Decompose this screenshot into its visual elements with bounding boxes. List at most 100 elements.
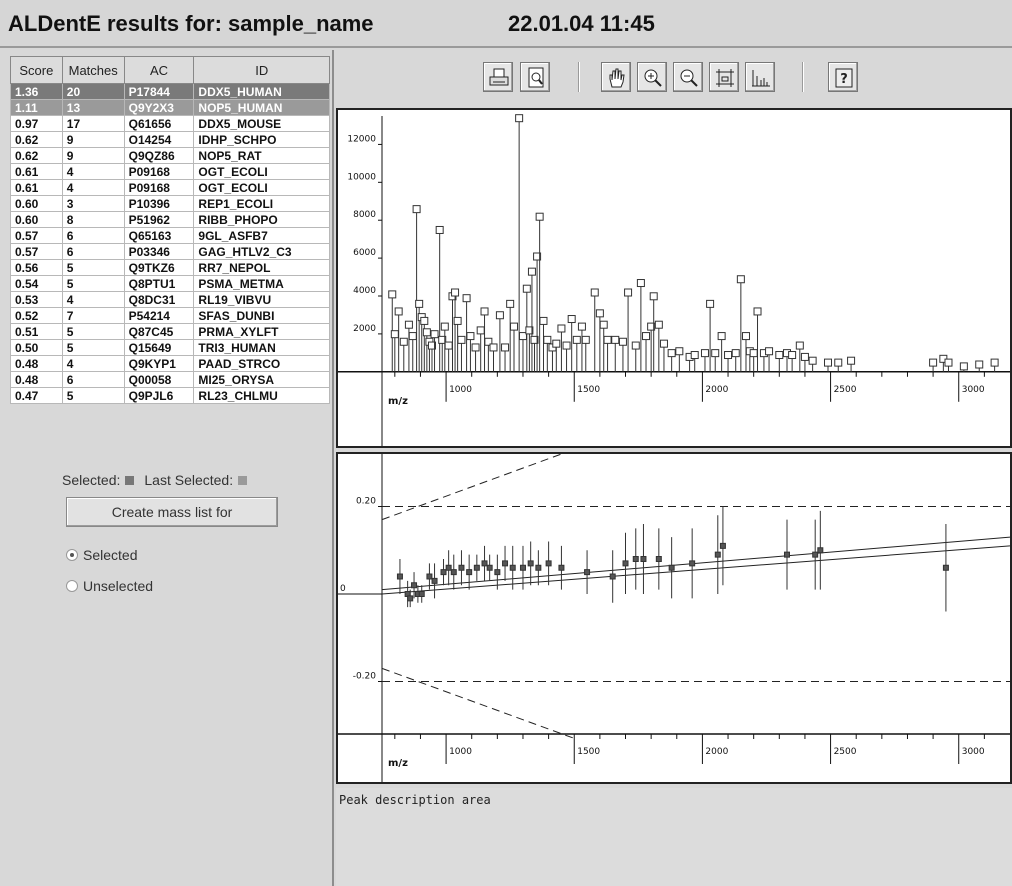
- result-row[interactable]: 0.97 17 Q61656 DDX5_MOUSE: [10, 115, 330, 132]
- cell-matches: 17: [61, 115, 125, 132]
- peak-marker: [522, 284, 531, 293]
- create-mass-list-button[interactable]: Create mass list for: [66, 497, 278, 527]
- result-row[interactable]: 0.53 4 Q8DC31 RL19_VIBVU: [10, 291, 330, 308]
- cell-ac: P03346: [123, 243, 195, 260]
- peak-marker: [484, 337, 493, 346]
- radio-unselected[interactable]: Unselected: [66, 578, 153, 594]
- spectrum-chart[interactable]: 2000 4000 6000 8000 10000 12000 1000 1500 2000 25…: [338, 110, 1010, 446]
- peak-marker: [415, 299, 424, 308]
- zoom-out-button[interactable]: [673, 62, 703, 92]
- print-preview-button[interactable]: [520, 62, 550, 92]
- result-row[interactable]: 0.48 4 Q9KYP1 PAAD_STRCO: [10, 355, 330, 372]
- cell-ac: Q9Y2X3: [123, 99, 195, 116]
- peak-marker: [567, 315, 576, 324]
- tolerance-line: [381, 453, 562, 521]
- error-point: [466, 569, 473, 576]
- result-row[interactable]: 0.62 9 O14254 IDHP_SCHPO: [10, 131, 330, 148]
- zoom-in-button[interactable]: [637, 62, 667, 92]
- error-point: [535, 564, 542, 571]
- peak-marker: [800, 352, 809, 361]
- error-chart[interactable]: -0.20 0 0.20 1000 1500 2000 2500 3000 m/z: [338, 453, 1011, 782]
- peak-marker: [795, 341, 804, 350]
- peak-marker: [535, 212, 544, 221]
- cell-ac: Q65163: [123, 227, 195, 244]
- peak-marker: [412, 205, 421, 214]
- result-row[interactable]: 0.50 5 Q15649 TRI3_HUMAN: [10, 339, 330, 356]
- cell-matches: 5: [61, 259, 125, 276]
- error-point: [714, 551, 721, 558]
- column-header-matches[interactable]: Matches: [61, 56, 125, 84]
- radio-selected[interactable]: Selected: [66, 547, 137, 563]
- error-point: [584, 569, 591, 576]
- error-point: [486, 564, 493, 571]
- result-row[interactable]: 0.54 5 Q8PTU1 PSMA_METMA: [10, 275, 330, 292]
- error-point: [668, 564, 675, 571]
- cell-score: 1.36: [10, 83, 63, 100]
- radio-unselected-indicator[interactable]: [66, 580, 78, 592]
- peak-marker: [741, 332, 750, 341]
- peak-description-area[interactable]: Peak description area: [336, 788, 1012, 886]
- window-title: ALDentE results for: sample_name: [8, 11, 374, 36]
- peak-marker: [572, 335, 581, 344]
- peak-marker: [476, 326, 485, 335]
- result-row[interactable]: 0.57 6 P03346 GAG_HTLV2_C3: [10, 243, 330, 260]
- radio-selected-indicator[interactable]: [66, 549, 78, 561]
- cell-ac: P54214: [123, 307, 195, 324]
- cell-ac: Q61656: [123, 115, 195, 132]
- peak-marker: [724, 351, 733, 360]
- cell-matches: 4: [61, 179, 125, 196]
- result-row[interactable]: 1.11 13 Q9Y2X3 NOP5_HUMAN: [10, 99, 330, 116]
- result-row[interactable]: 0.60 8 P51962 RIBB_PHOPO: [10, 211, 330, 228]
- help-icon: ?: [835, 68, 853, 88]
- result-row[interactable]: 0.48 6 Q00058 MI25_ORYSA: [10, 371, 330, 388]
- cell-score: 1.11: [10, 99, 63, 116]
- peak-marker: [736, 275, 745, 284]
- cell-score: 0.62: [10, 131, 63, 148]
- result-row[interactable]: 0.47 5 Q9PJL6 RL23_CHLMU: [10, 387, 330, 404]
- fit-button[interactable]: [709, 62, 739, 92]
- result-row[interactable]: 0.51 5 Q87C45 PRMA_XYLFT: [10, 323, 330, 340]
- results-header-row: Score Matches AC ID: [10, 56, 330, 84]
- cell-matches: 6: [61, 371, 125, 388]
- error-point: [519, 564, 526, 571]
- pan-button[interactable]: [601, 62, 631, 92]
- histogram-button[interactable]: [745, 62, 775, 92]
- result-row[interactable]: 0.62 9 Q9QZ86 NOP5_RAT: [10, 147, 330, 164]
- peak-marker: [788, 351, 797, 360]
- cell-score: 0.54: [10, 275, 63, 292]
- column-header-ac[interactable]: AC: [123, 56, 195, 84]
- result-row[interactable]: 0.61 4 P09168 OGT_ECOLI: [10, 163, 330, 180]
- title-bar: ALDentE results for: sample_name 22.01.0…: [0, 0, 1012, 48]
- result-row[interactable]: 0.60 3 P10396 REP1_ECOLI: [10, 195, 330, 212]
- result-row[interactable]: 0.61 4 P09168 OGT_ECOLI: [10, 179, 330, 196]
- error-point: [481, 560, 488, 567]
- spectrum-plot[interactable]: 2000 4000 6000 8000 10000 12000 1000 1500 2000 25…: [336, 108, 1012, 448]
- peak-marker: [562, 341, 571, 350]
- result-row[interactable]: 1.36 20 P17844 DDX5_HUMAN: [10, 83, 330, 100]
- results-table[interactable]: Score Matches AC ID 1.36 20 P17844 DDX5_HUMAN 1…: [10, 56, 330, 404]
- result-row[interactable]: 0.56 5 Q9TKZ6 RR7_NEPOL: [10, 259, 330, 276]
- peak-marker: [599, 320, 608, 329]
- peak-marker: [611, 335, 620, 344]
- x-tick-label: 3000: [962, 747, 985, 757]
- left-panel: Score Matches AC ID 1.36 20 P17844 DDX5_HUMAN 1…: [0, 50, 334, 886]
- y-tick-label: 2000: [353, 324, 376, 334]
- cell-id: GAG_HTLV2_C3: [193, 243, 330, 260]
- error-plot[interactable]: -0.20 0 0.20 1000 1500 2000 2500 3000 m/z: [336, 452, 1012, 784]
- column-header-score[interactable]: Score: [10, 56, 63, 84]
- error-point: [396, 573, 403, 580]
- x-tick-label: 2000: [705, 385, 728, 395]
- cell-matches: 9: [61, 147, 125, 164]
- peak-marker: [457, 335, 466, 344]
- error-point: [558, 564, 565, 571]
- cell-score: 0.57: [10, 227, 63, 244]
- error-point: [817, 547, 824, 554]
- peak-marker: [636, 279, 645, 288]
- error-point: [622, 560, 629, 567]
- result-row[interactable]: 0.57 6 Q65163 9GL_ASFB7: [10, 227, 330, 244]
- print-button[interactable]: [483, 62, 513, 92]
- result-row[interactable]: 0.52 7 P54214 SFAS_DUNBI: [10, 307, 330, 324]
- help-button[interactable]: ?: [828, 62, 858, 92]
- error-point: [494, 569, 501, 576]
- column-header-id[interactable]: ID: [193, 56, 330, 84]
